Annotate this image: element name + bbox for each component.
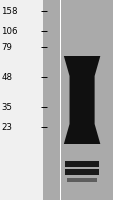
Text: 106: 106 [1,26,18,36]
Text: 158: 158 [1,6,18,16]
Bar [67,178,96,182]
Polygon shape [63,56,99,144]
Text: 79: 79 [1,43,12,51]
Bar [43,0,59,200]
Text: 48: 48 [1,72,12,82]
Bar [64,169,98,175]
Text: 35: 35 [1,102,12,112]
Text: 23: 23 [1,122,12,132]
Bar [64,161,98,167]
Bar [60,0,113,200]
Bar [59,0,61,200]
